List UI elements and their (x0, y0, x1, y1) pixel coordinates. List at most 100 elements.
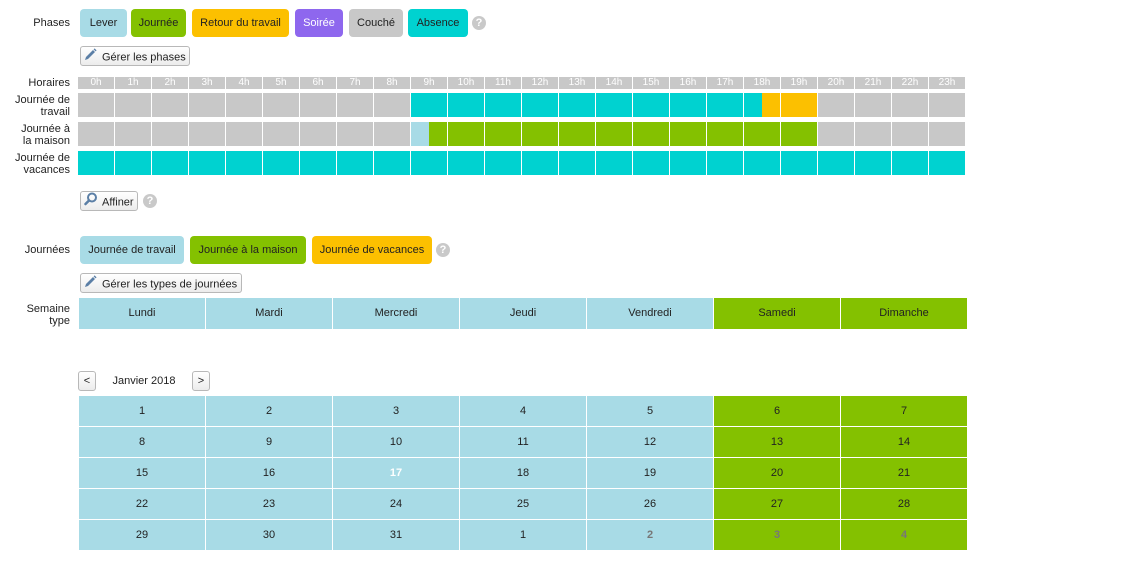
hour-slot[interactable] (152, 93, 189, 117)
calendar-day[interactable]: 31 (333, 520, 460, 550)
calendar-day[interactable]: 5 (587, 396, 714, 426)
refine-button[interactable]: Affiner (80, 191, 138, 211)
hour-slot[interactable] (300, 122, 337, 146)
hour-slot[interactable] (929, 151, 966, 175)
calendar-day[interactable]: 16 (206, 458, 333, 488)
hour-slot[interactable] (929, 93, 966, 117)
week-day-lundi[interactable]: Lundi (79, 298, 206, 329)
hour-slot[interactable] (485, 93, 522, 117)
hour-slot[interactable] (633, 122, 670, 146)
week-day-jeudi[interactable]: Jeudi (460, 298, 587, 329)
calendar-day-today[interactable]: 17 (333, 458, 460, 488)
hour-slot[interactable] (485, 151, 522, 175)
hour-slot[interactable] (263, 151, 300, 175)
hour-slot[interactable] (374, 151, 411, 175)
calendar-day[interactable]: 4 (841, 520, 968, 550)
hour-slot-half[interactable] (429, 122, 447, 146)
calendar-day[interactable]: 2 (206, 396, 333, 426)
hour-slot[interactable] (744, 122, 781, 146)
week-day-dimanche[interactable]: Dimanche (841, 298, 968, 329)
hour-slot[interactable] (559, 151, 596, 175)
day-type-chip-2[interactable]: Journée de vacances (312, 236, 432, 264)
hour-slot[interactable] (670, 93, 707, 117)
calendar-day[interactable]: 23 (206, 489, 333, 519)
hour-slot[interactable] (633, 151, 670, 175)
phase-chip-journee[interactable]: Journée (131, 9, 186, 37)
phase-chip-retour[interactable]: Retour du travail (192, 9, 289, 37)
hour-slot[interactable] (152, 151, 189, 175)
hour-slot[interactable] (596, 93, 633, 117)
phase-chip-soiree[interactable]: Soirée (295, 9, 343, 37)
hour-slot[interactable] (78, 122, 115, 146)
hour-slot[interactable] (263, 122, 300, 146)
hour-slot[interactable] (448, 122, 485, 146)
calendar-day[interactable]: 3 (714, 520, 841, 550)
hour-slot[interactable] (189, 151, 226, 175)
calendar-day[interactable]: 20 (714, 458, 841, 488)
hour-slot[interactable] (781, 122, 818, 146)
hour-slot[interactable] (115, 122, 152, 146)
hour-slot[interactable] (411, 93, 448, 117)
hour-slot[interactable] (781, 93, 818, 117)
hour-slot[interactable] (744, 151, 781, 175)
calendar-day[interactable]: 19 (587, 458, 714, 488)
hour-slot[interactable] (226, 93, 263, 117)
hour-slot[interactable] (522, 93, 559, 117)
phase-chip-couche[interactable]: Couché (349, 9, 403, 37)
calendar-day[interactable]: 2 (587, 520, 714, 550)
hour-slot[interactable] (707, 122, 744, 146)
calendar-day[interactable]: 1 (79, 396, 206, 426)
phase-chip-absence[interactable]: Absence (408, 9, 468, 37)
hour-slot[interactable] (781, 151, 818, 175)
hour-slot[interactable] (522, 151, 559, 175)
hour-slot[interactable] (892, 93, 929, 117)
hour-slot[interactable] (929, 122, 966, 146)
phases-help-icon[interactable]: ? (472, 16, 486, 30)
day-type-chip-0[interactable]: Journée de travail (80, 236, 184, 264)
week-day-mardi[interactable]: Mardi (206, 298, 333, 329)
calendar-day[interactable]: 25 (460, 489, 587, 519)
hour-slot[interactable] (337, 151, 374, 175)
hour-slot[interactable] (892, 151, 929, 175)
calendar-day[interactable]: 6 (714, 396, 841, 426)
hour-slot[interactable] (374, 122, 411, 146)
calendar-day[interactable]: 10 (333, 427, 460, 457)
hour-slot[interactable] (78, 93, 115, 117)
hour-slot[interactable] (522, 122, 559, 146)
hour-slot[interactable] (855, 93, 892, 117)
hour-slot[interactable] (744, 93, 781, 117)
calendar-day[interactable]: 15 (79, 458, 206, 488)
hour-slot[interactable] (633, 93, 670, 117)
hour-slot[interactable] (411, 122, 448, 146)
hour-slot[interactable] (707, 151, 744, 175)
hour-slot-half[interactable] (411, 122, 429, 146)
calendar-day[interactable]: 14 (841, 427, 968, 457)
week-day-samedi[interactable]: Samedi (714, 298, 841, 329)
week-day-mercredi[interactable]: Mercredi (333, 298, 460, 329)
hour-slot[interactable] (855, 151, 892, 175)
calendar-day[interactable]: 4 (460, 396, 587, 426)
calendar-day[interactable]: 13 (714, 427, 841, 457)
hour-slot[interactable] (670, 122, 707, 146)
hour-slot[interactable] (189, 122, 226, 146)
hour-slot[interactable] (485, 122, 522, 146)
calendar-day[interactable]: 9 (206, 427, 333, 457)
hour-slot[interactable] (152, 122, 189, 146)
hour-slot[interactable] (818, 122, 855, 146)
schedule-row-track[interactable] (78, 122, 966, 146)
calendar-day[interactable]: 3 (333, 396, 460, 426)
calendar-day[interactable]: 24 (333, 489, 460, 519)
calendar-day[interactable]: 30 (206, 520, 333, 550)
hour-slot[interactable] (707, 93, 744, 117)
day-type-chip-1[interactable]: Journée à la maison (190, 236, 306, 264)
hour-slot[interactable] (115, 93, 152, 117)
hour-slot[interactable] (226, 122, 263, 146)
days-help-icon[interactable]: ? (436, 243, 450, 257)
calendar-day[interactable]: 7 (841, 396, 968, 426)
hour-slot[interactable] (300, 151, 337, 175)
hour-slot[interactable] (115, 151, 152, 175)
calendar-day[interactable]: 28 (841, 489, 968, 519)
calendar-day[interactable]: 18 (460, 458, 587, 488)
hour-slot[interactable] (263, 93, 300, 117)
hour-slot-half[interactable] (744, 93, 762, 117)
